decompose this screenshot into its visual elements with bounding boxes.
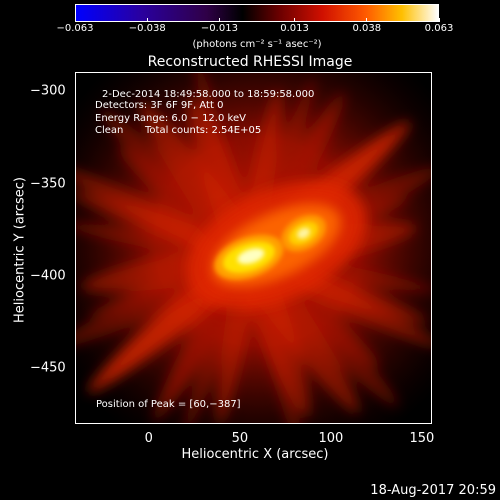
y-tick-label: −350 xyxy=(30,176,66,192)
x-tick-label: 100 xyxy=(318,431,344,446)
footer-timestamp: 18-Aug-2017 20:59 xyxy=(370,483,496,498)
annotation-counts: Total counts: 2.54E+05 xyxy=(145,125,262,136)
chart-title: Reconstructed RHESSI Image xyxy=(147,54,353,70)
colorbar-tick-label: −0.063 xyxy=(56,23,94,34)
x-tick-label: 150 xyxy=(409,431,435,446)
colorbar-tick-mark xyxy=(438,18,440,22)
x-tick-label: 0 xyxy=(144,431,153,446)
y-tick-label: −300 xyxy=(30,83,66,99)
colorbar-tick-label: −0.038 xyxy=(128,23,166,34)
y-tick-label: −400 xyxy=(30,268,66,284)
annotation-peak-position: Position of Peak = [60,−387] xyxy=(96,399,241,410)
colorbar xyxy=(75,4,439,22)
x-tick-label: 50 xyxy=(231,431,249,446)
annotation-energy: Energy Range: 6.0 − 12.0 keV xyxy=(95,113,246,124)
x-axis-label: Heliocentric X (arcsec) xyxy=(181,447,329,462)
heatmap-image xyxy=(76,73,431,423)
annotation-detectors: Detectors: 3F 6F 9F, Att 0 xyxy=(95,100,224,111)
annotation-algorithm: Clean xyxy=(95,125,124,136)
colorbar-tick-mark xyxy=(366,18,368,22)
colorbar-tick-mark xyxy=(74,18,76,22)
colorbar-tick-label: 0.063 xyxy=(424,23,454,34)
colorbar-tick-mark xyxy=(146,18,148,22)
colorbar-tick-label: 0.038 xyxy=(352,23,382,34)
annotation-time-range: 2-Dec-2014 18:49:58.000 to 18:59:58.000 xyxy=(102,89,315,100)
colorbar-tick-label: −0.013 xyxy=(200,23,238,34)
y-tick-label: −450 xyxy=(30,360,66,376)
colorbar-tick-label: 0.013 xyxy=(280,23,309,34)
plot-area: 2-Dec-2014 18:49:58.000 to 18:59:58.000 … xyxy=(75,72,432,424)
source-main-core xyxy=(237,248,265,265)
y-axis-label: Heliocentric Y (arcsec) xyxy=(12,177,28,323)
colorbar-tick-mark xyxy=(218,18,220,22)
colorbar-unit-label: (photons cm⁻² s⁻¹ asec⁻²) xyxy=(192,39,322,50)
colorbar-tick-mark xyxy=(294,18,296,22)
source-secondary-core xyxy=(297,227,311,239)
